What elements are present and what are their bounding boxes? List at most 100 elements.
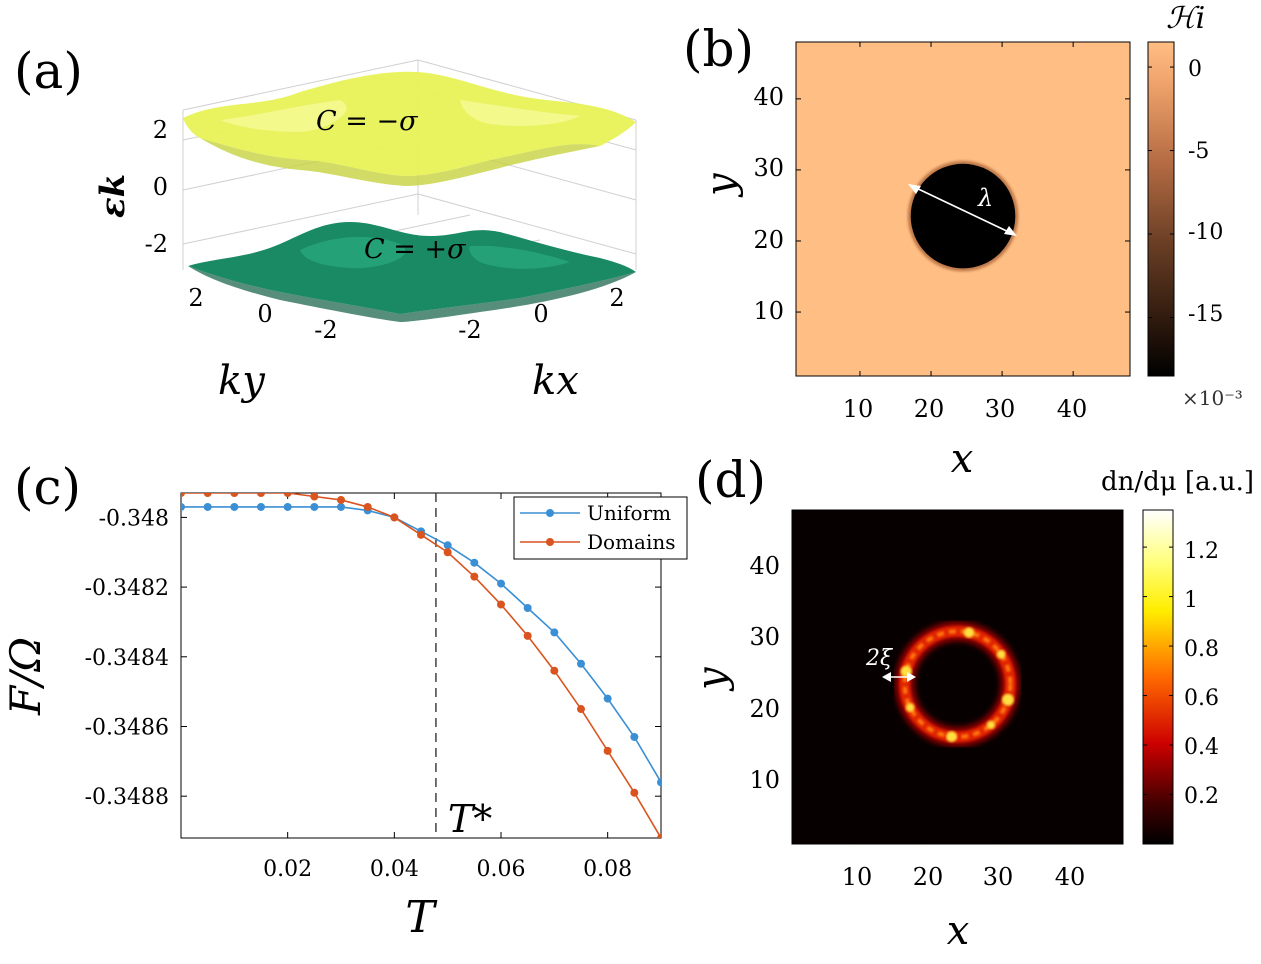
panel-d-label: (d) [695,451,766,509]
data-point-domains [181,493,185,497]
panel-c-label: (c) [14,458,81,516]
data-point-domains [523,631,532,640]
upper-band-label: C = −σ [316,106,419,137]
heatmap-b-x-ticks [859,42,1074,376]
colorbar-tick-label: 0.4 [1184,735,1219,760]
ring-core [902,629,1013,739]
y-tick-label: -0.3488 [85,785,169,810]
data-point-uniform [497,579,505,588]
data-point-uniform [443,541,452,550]
colorbar-tick-label: 1 [1184,588,1198,613]
data-point-uniform [203,502,212,511]
critical-temperature-label: T* [448,797,492,841]
data-point-uniform [337,502,345,511]
heatmap-b-frame [795,41,1131,377]
panel-a: (a) C = −σ C = +σ 2 [14,42,637,404]
y-tick-label: -0.3484 [85,646,169,671]
y-tick-label: 30 [753,154,784,182]
data-point-uniform [550,628,559,637]
y-tick-label: 10 [753,297,784,325]
panel-c: (c) -0.348 -0.3482 -0.3484 -0.3486 -0.3488 0… [1,458,688,943]
line-chart-x-label: T [405,892,438,943]
colorbar-d-tick-labels: 1.2 1 0.8 0.6 0.4 0.2 [1184,539,1219,809]
y-tick-label: -0.3486 [85,715,169,740]
legend-marker-domains [546,538,554,546]
ring-hotspot [986,720,996,730]
heatmap-d-x-tick-labels: 10 20 30 40 [842,863,1086,891]
ring-hotspot [946,731,957,742]
heatmap-d-y-ticks [792,566,1123,781]
panel-a-label: (a) [14,42,83,100]
ky-tick-label: -2 [314,316,337,344]
ky-tick-label: 0 [257,300,272,328]
colorbar-tick-label: -15 [1188,302,1223,327]
line-chart-series [181,493,661,838]
x-tick-label: 10 [842,863,873,891]
colorbar-b-exponent: ×10⁻³ [1182,386,1243,410]
x-tick-label: 10 [843,395,874,423]
ring-hotspot [963,627,975,638]
y-tick-label: 10 [749,766,780,794]
legend-box [513,496,688,560]
data-point-domains [550,666,559,675]
data-point-domains [390,513,399,522]
y-tick-label: 20 [753,226,784,254]
x-tick-label: 30 [983,863,1014,891]
heatmap-b-domain [907,160,1019,272]
kx-tick-label: 2 [609,284,624,312]
line-chart-y-tick-labels: -0.348 -0.3482 -0.3484 -0.3486 -0.3488 [85,506,169,810]
heatmap-b-y-tick-labels: 40 30 20 10 [753,83,784,325]
y-tick-label: 40 [753,83,784,111]
lower-band-shadow [188,266,636,322]
legend-label-uniform: Uniform [587,501,671,525]
data-point-domains [630,788,639,797]
y-tick-label: 30 [749,623,780,651]
x-tick-label: 30 [985,395,1016,423]
data-point-domains [310,493,319,501]
y-tick-label: 40 [749,552,780,580]
heatmap-b-y-label: y [698,172,744,198]
colorbar-tick-label: 0.8 [1184,637,1219,662]
x-tick-label: 0.06 [477,857,526,882]
heatmap-d-ring [894,621,1021,747]
lambda-arrow [908,184,1017,236]
z-axis-label: εk [93,174,133,218]
colorbar-tick-label: 0 [1188,57,1202,82]
heatmap-d-x-label: x [947,908,970,954]
data-point-domains [283,493,292,497]
legend-marker-uniform [546,509,554,517]
panel-d: (d) 10 20 30 40 40 30 20 10 x y 2ξ [689,451,1254,954]
data-point-uniform [310,502,319,511]
data-point-domains [363,502,372,511]
data-point-domains [577,705,585,714]
ky-tick-label: 2 [188,284,203,312]
data-point-domains [657,834,661,838]
width-arrow [882,672,916,682]
x-tick-label: 20 [914,395,945,423]
heatmap-b-x-tick-labels: 10 20 30 40 [843,395,1088,423]
colorbar-d-title: dn/dμ [a.u.] [1101,467,1254,497]
colorbar-tick-label: -10 [1188,220,1223,245]
data-point-domains [203,493,212,497]
data-point-uniform [577,659,585,668]
data-point-uniform [523,604,532,612]
line-chart-x-tick-labels: 0.02 0.04 0.06 0.08 [263,857,632,882]
z-tick-label: 0 [153,173,168,201]
heatmap-d-background [792,510,1123,844]
colorbar-tick-label: -5 [1188,139,1209,164]
data-point-domains [443,548,452,557]
data-point-uniform [470,558,479,567]
ring-hotspot [996,649,1006,659]
kx-axis-label: kx [532,358,579,404]
panel-b: (b) 10 20 30 40 40 30 20 10 x y λ [683,1,1243,482]
ring-hotspot [1001,693,1014,706]
heatmap-b-x-label: x [951,436,974,482]
x-tick-label: 40 [1055,863,1086,891]
x-tick-label: 0.02 [263,857,312,882]
width-label: 2ξ [865,646,894,671]
heatmap-d-y-tick-labels: 40 30 20 10 [749,552,780,794]
colorbar-tick-label: 0.6 [1184,686,1219,711]
z-axis: 2 0 -2 [145,116,168,258]
colorbar-b [1147,41,1175,377]
